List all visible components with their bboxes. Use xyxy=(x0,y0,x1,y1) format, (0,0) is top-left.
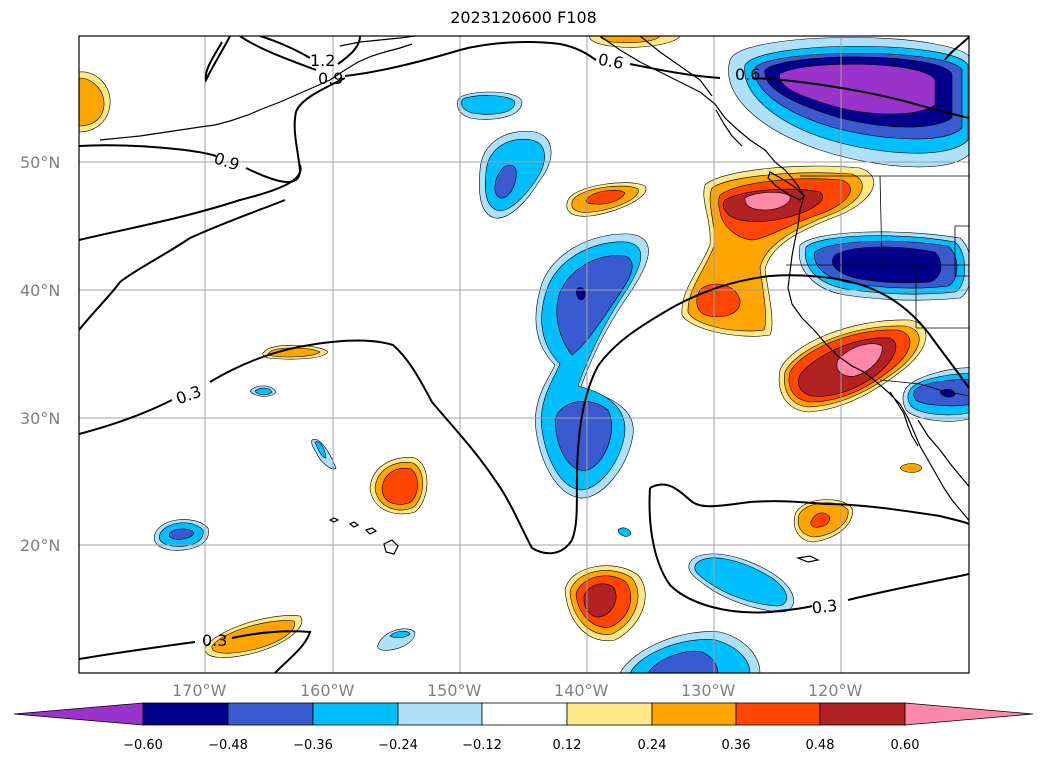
colorbar-tick-label: −0.24 xyxy=(378,738,418,753)
colorbar xyxy=(13,702,1034,726)
anomaly-shading xyxy=(79,36,969,673)
colorbar-segment xyxy=(481,702,568,726)
contour-labels: 1.2 0.9 0.9 0.6 0.6 0.3 0.3 0.3 xyxy=(173,50,838,650)
map-frame xyxy=(78,35,970,674)
colorbar-segment xyxy=(566,702,653,726)
colorbar-tick-label: 0.48 xyxy=(805,738,835,753)
longitude-label: 130°W xyxy=(681,681,736,700)
colorbar-segment xyxy=(397,702,483,726)
longitude-label: 160°W xyxy=(300,681,355,700)
longitude-label: 170°W xyxy=(172,681,227,700)
colorbar-segment xyxy=(142,702,229,726)
contour-label: 0.9 xyxy=(318,69,343,88)
latitude-label: 30°N xyxy=(20,409,61,428)
colorbar-tick-label: −0.48 xyxy=(208,738,248,753)
colorbar-segment xyxy=(651,702,737,726)
colorbar-tick-label: −0.60 xyxy=(123,738,163,753)
colorbar-tick-label: 0.24 xyxy=(637,738,667,753)
colorbar-tick-label: 0.12 xyxy=(552,738,582,753)
latitude-label: 40°N xyxy=(20,281,61,300)
latitude-label: 20°N xyxy=(20,536,61,555)
colorbar-tick-label: −0.12 xyxy=(462,738,502,753)
graticule xyxy=(79,36,969,673)
map-plot-area: 1.2 0.9 0.9 0.6 0.6 0.3 0.3 0.3 xyxy=(79,36,969,673)
coastlines xyxy=(99,36,969,563)
longitude-label: 150°W xyxy=(427,681,482,700)
colorbar-segment xyxy=(735,702,821,726)
height-contours xyxy=(79,36,969,673)
colorbar-tick-label: −0.36 xyxy=(293,738,333,753)
political-borders xyxy=(786,175,969,397)
colorbar-segment xyxy=(819,702,906,726)
colorbar-tick-label: 0.60 xyxy=(890,738,920,753)
longitude-label: 120°W xyxy=(808,681,863,700)
contour-label: 0.6 xyxy=(597,50,625,73)
colorbar-tick-label: 0.36 xyxy=(721,738,751,753)
colorbar-segment xyxy=(312,702,399,726)
contour-label: 0.6 xyxy=(735,65,760,84)
contour-label: 0.3 xyxy=(202,631,227,650)
map-title: 2023120600 F108 xyxy=(450,8,597,27)
contour-label: 0.3 xyxy=(811,596,838,618)
latitude-label: 50°N xyxy=(20,153,61,172)
longitude-label: 140°W xyxy=(554,681,609,700)
colorbar-extend-low xyxy=(13,702,144,726)
colorbar-segment xyxy=(227,702,314,726)
contour-label: 1.2 xyxy=(310,51,335,70)
colorbar-extend-high xyxy=(904,702,1034,726)
